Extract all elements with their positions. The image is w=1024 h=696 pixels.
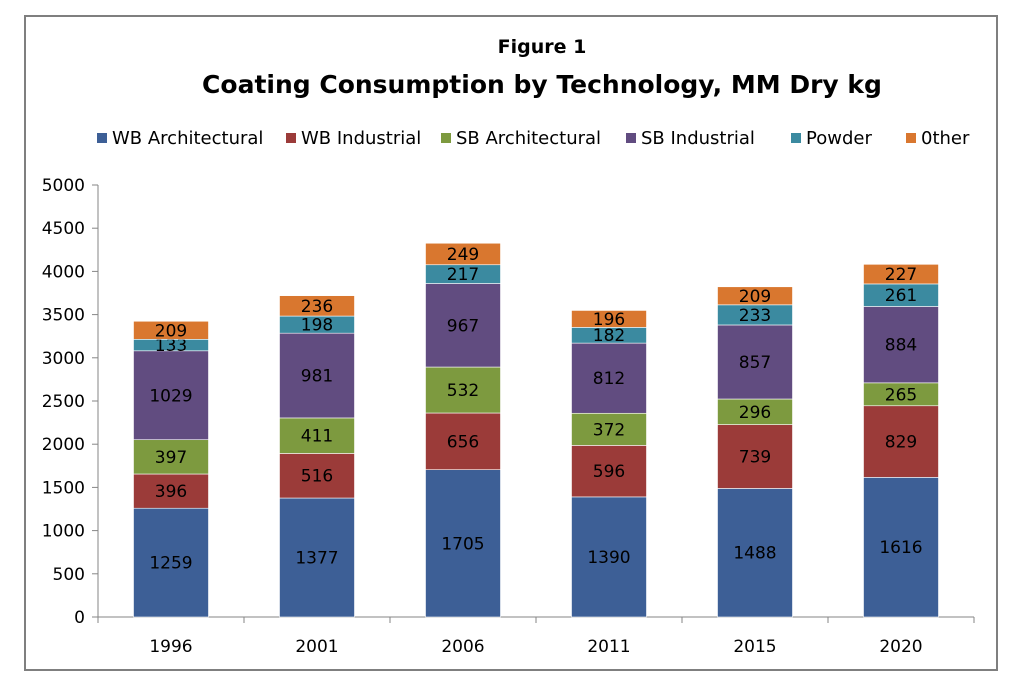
legend-label: SB Industrial [641,128,755,149]
data-label: 196 [593,310,625,330]
legend-swatch [97,133,107,143]
bar-segment [717,286,793,306]
bar-segment [571,445,647,498]
figure-label: Figure 1 [497,36,587,58]
y-tick-label: 2500 [42,392,85,412]
legend-swatch [626,133,636,143]
x-tick-label: 2001 [295,637,338,657]
data-label: 1705 [441,534,484,554]
bar-segment [133,507,209,618]
y-tick-label: 3000 [42,349,85,369]
y-tick-label: 1000 [42,522,85,542]
bar-segment [425,366,501,414]
y-tick-label: 1500 [42,478,85,498]
data-label: 236 [301,297,333,317]
data-label: 516 [301,467,333,487]
data-label: 1259 [149,554,192,574]
y-tick-label: 5000 [42,176,85,196]
legend-swatch [791,133,801,143]
chart-title: Coating Consumption by Technology, MM Dr… [202,70,882,99]
x-tick-label: 2015 [733,637,776,657]
legend-label: 0ther [921,128,970,149]
bar-segment [279,295,355,317]
x-tick-label: 2011 [587,637,630,657]
bar-segment [133,320,209,340]
bar-segment [717,324,793,400]
data-label: 1390 [587,548,630,568]
bar-segment [571,342,647,414]
data-label: 233 [739,306,771,326]
data-label: 1488 [733,544,776,564]
legend: WB Architectural WB Industrial SB Architec… [97,128,970,149]
data-label: 261 [885,286,917,306]
bar-segment [279,417,355,454]
y-tick-label: 4000 [42,262,85,282]
bar-segment [717,488,793,618]
y-tick-label: 3500 [42,306,85,326]
bar-segment [863,477,939,618]
legend-swatch [906,133,916,143]
bar-segment [133,439,209,475]
data-label: 397 [155,448,187,468]
bar-segment [717,398,793,425]
data-label: 296 [739,403,771,423]
legend-swatch [286,133,296,143]
bar-segment [425,283,501,368]
bar-segment [279,332,355,419]
x-tick-label: 1996 [149,637,192,657]
data-label: 227 [885,265,917,285]
data-label: 372 [593,420,625,440]
data-label: 217 [447,265,479,285]
legend-swatch [441,133,451,143]
bar-segment [863,306,939,384]
x-tick-label: 2020 [879,637,922,657]
legend-label: SB Architectural [456,128,601,149]
axes: 0 500 1000 1500 2000 2500 3000 3500 4000 4500 5000… [42,176,975,657]
data-label: 198 [301,316,333,336]
data-label: 829 [885,433,917,453]
y-tick-label: 4500 [42,219,85,239]
data-label: 265 [885,385,917,405]
data-label: 209 [155,321,187,341]
data-label: 1377 [295,549,338,569]
bar-segment [425,412,501,470]
bar-segment [863,264,939,285]
y-tick-label: 2000 [42,435,85,455]
data-label: 182 [593,326,625,346]
data-label: 1616 [879,538,922,558]
data-label: 812 [593,369,625,389]
data-label: 396 [155,482,187,502]
data-label: 739 [739,448,771,468]
bar-segment [571,496,647,618]
data-label: 981 [301,367,333,387]
x-tick-label: 2006 [441,637,484,657]
data-label: 532 [447,381,479,401]
bar-segment [133,350,209,441]
data-label: 857 [739,353,771,373]
bar-segment [571,412,647,446]
data-label: 411 [301,427,333,447]
bar-segment [717,424,793,489]
data-label: 249 [447,245,479,265]
data-label: 967 [447,316,479,336]
bar-segment [571,310,647,328]
bar-segment [863,405,939,478]
data-label: 656 [447,432,479,452]
data-label: 884 [885,336,917,356]
legend-label: WB Architectural [112,128,263,149]
legend-label: WB Industrial [301,128,421,149]
bar-segment [425,469,501,618]
data-label: 209 [739,287,771,307]
data-label: 133 [155,336,187,356]
bar-segment [279,453,355,499]
legend-label: Powder [806,128,872,149]
bar-segment [425,242,501,266]
data-label: 1029 [149,386,192,406]
data-label: 596 [593,462,625,482]
bars: 1259396397102913320913775164119811982361… [133,242,939,618]
y-tick-label: 500 [53,565,85,585]
y-tick-label: 0 [74,608,85,628]
